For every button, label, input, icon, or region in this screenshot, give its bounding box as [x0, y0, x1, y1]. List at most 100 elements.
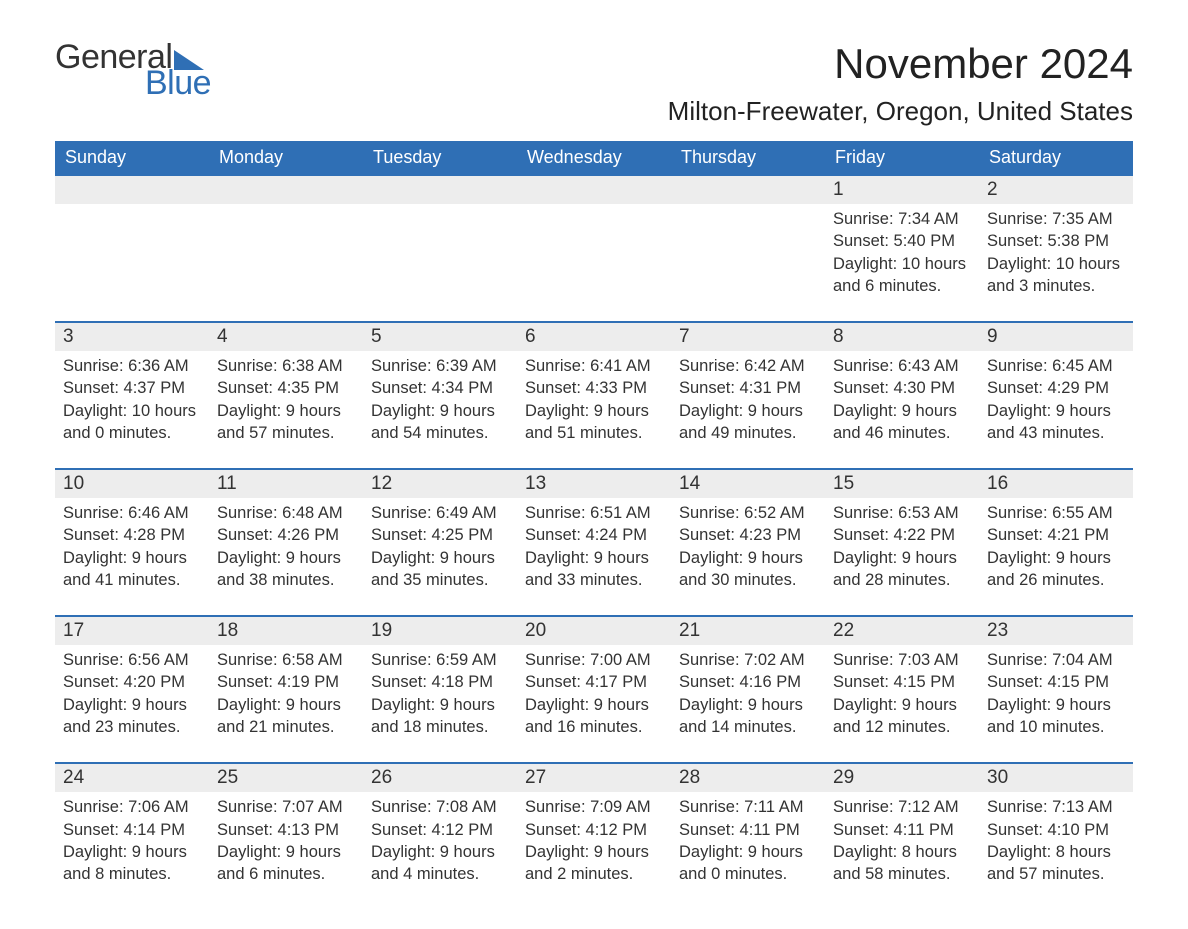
- location: Milton-Freewater, Oregon, United States: [668, 96, 1133, 127]
- sunset-line: Sunset: 4:23 PM: [679, 524, 817, 546]
- sunrise-line: Sunrise: 6:58 AM: [217, 649, 355, 671]
- sunset-value: 4:19 PM: [278, 673, 339, 691]
- daynum-row: 24252627282930: [55, 764, 1133, 792]
- day-cell: Sunrise: 7:09 AMSunset: 4:12 PMDaylight:…: [517, 792, 671, 889]
- day-cell: Sunrise: 6:58 AMSunset: 4:19 PMDaylight:…: [209, 645, 363, 742]
- daylight-line: Daylight: 9 hours and 18 minutes.: [371, 694, 509, 739]
- day-cell: Sunrise: 6:43 AMSunset: 4:30 PMDaylight:…: [825, 351, 979, 448]
- day-header: Tuesday: [363, 141, 517, 174]
- sunrise-line: Sunrise: 7:09 AM: [525, 796, 663, 818]
- day-number: 14: [671, 470, 825, 498]
- sunset-label: Sunset:: [987, 379, 1048, 397]
- sunset-line: Sunset: 4:11 PM: [679, 819, 817, 841]
- sunset-line: Sunset: 4:25 PM: [371, 524, 509, 546]
- daynum-row: 3456789: [55, 323, 1133, 351]
- sunset-line: Sunset: 4:22 PM: [833, 524, 971, 546]
- day-header-row: SundayMondayTuesdayWednesdayThursdayFrid…: [55, 141, 1133, 174]
- sunset-value: 4:15 PM: [894, 673, 955, 691]
- sunrise-line: Sunrise: 7:07 AM: [217, 796, 355, 818]
- sunrise-line: Sunrise: 7:00 AM: [525, 649, 663, 671]
- daylight-line: Daylight: 9 hours and 21 minutes.: [217, 694, 355, 739]
- day-cell: Sunrise: 7:00 AMSunset: 4:17 PMDaylight:…: [517, 645, 671, 742]
- day-cell: Sunrise: 6:51 AMSunset: 4:24 PMDaylight:…: [517, 498, 671, 595]
- sunrise-value: 7:35 AM: [1052, 210, 1113, 228]
- day-number: [209, 176, 363, 204]
- sunset-label: Sunset:: [987, 673, 1048, 691]
- sunrise-line: Sunrise: 7:04 AM: [987, 649, 1125, 671]
- sunset-label: Sunset:: [371, 673, 432, 691]
- day-cell: Sunrise: 6:48 AMSunset: 4:26 PMDaylight:…: [209, 498, 363, 595]
- sunrise-line: Sunrise: 7:11 AM: [679, 796, 817, 818]
- sunrise-line: Sunrise: 6:55 AM: [987, 502, 1125, 524]
- sunrise-value: 6:59 AM: [436, 651, 497, 669]
- daylight-line: Daylight: 9 hours and 43 minutes.: [987, 400, 1125, 445]
- sunrise-label: Sunrise:: [525, 798, 590, 816]
- sunset-value: 4:23 PM: [740, 526, 801, 544]
- day-cell: Sunrise: 7:12 AMSunset: 4:11 PMDaylight:…: [825, 792, 979, 889]
- sunset-line: Sunset: 5:38 PM: [987, 230, 1125, 252]
- daylight-line: Daylight: 9 hours and 28 minutes.: [833, 547, 971, 592]
- sunrise-label: Sunrise:: [833, 798, 898, 816]
- sunrise-line: Sunrise: 7:34 AM: [833, 208, 971, 230]
- day-number: 9: [979, 323, 1133, 351]
- sunset-value: 4:15 PM: [1048, 673, 1109, 691]
- sunrise-line: Sunrise: 7:13 AM: [987, 796, 1125, 818]
- sunset-line: Sunset: 4:17 PM: [525, 671, 663, 693]
- daylight-label: Daylight:: [987, 843, 1056, 861]
- sunset-label: Sunset:: [63, 821, 124, 839]
- daylight-label: Daylight:: [679, 549, 748, 567]
- sunrise-value: 7:06 AM: [128, 798, 189, 816]
- sunset-label: Sunset:: [679, 526, 740, 544]
- daylight-label: Daylight:: [63, 549, 132, 567]
- sunset-line: Sunset: 4:16 PM: [679, 671, 817, 693]
- sunset-value: 4:14 PM: [124, 821, 185, 839]
- sunrise-label: Sunrise:: [371, 357, 436, 375]
- daylight-line: Daylight: 9 hours and 35 minutes.: [371, 547, 509, 592]
- sunset-value: 4:16 PM: [740, 673, 801, 691]
- brand-logo: General Blue: [55, 40, 211, 100]
- sunset-value: 5:38 PM: [1048, 232, 1109, 250]
- sunset-line: Sunset: 4:12 PM: [371, 819, 509, 841]
- daynum-row: 10111213141516: [55, 470, 1133, 498]
- sunrise-value: 7:09 AM: [590, 798, 651, 816]
- sunset-label: Sunset:: [833, 526, 894, 544]
- daylight-label: Daylight:: [217, 843, 286, 861]
- week-row: 3456789Sunrise: 6:36 AMSunset: 4:37 PMDa…: [55, 321, 1133, 448]
- day-number: [363, 176, 517, 204]
- sunrise-value: 7:00 AM: [590, 651, 651, 669]
- daylight-label: Daylight:: [371, 696, 440, 714]
- day-cell: Sunrise: 7:06 AMSunset: 4:14 PMDaylight:…: [55, 792, 209, 889]
- sunrise-line: Sunrise: 6:59 AM: [371, 649, 509, 671]
- daylight-label: Daylight:: [833, 843, 902, 861]
- week-row: 17181920212223Sunrise: 6:56 AMSunset: 4:…: [55, 615, 1133, 742]
- day-number: 15: [825, 470, 979, 498]
- day-cell: Sunrise: 6:36 AMSunset: 4:37 PMDaylight:…: [55, 351, 209, 448]
- sunrise-label: Sunrise:: [525, 651, 590, 669]
- day-cell: Sunrise: 6:42 AMSunset: 4:31 PMDaylight:…: [671, 351, 825, 448]
- daylight-line: Daylight: 10 hours and 0 minutes.: [63, 400, 201, 445]
- day-number: 7: [671, 323, 825, 351]
- sunset-label: Sunset:: [371, 379, 432, 397]
- sunrise-value: 6:45 AM: [1052, 357, 1113, 375]
- day-cell: Sunrise: 6:56 AMSunset: 4:20 PMDaylight:…: [55, 645, 209, 742]
- sunrise-line: Sunrise: 7:02 AM: [679, 649, 817, 671]
- day-number: 4: [209, 323, 363, 351]
- sunset-line: Sunset: 4:30 PM: [833, 377, 971, 399]
- sunset-line: Sunset: 4:20 PM: [63, 671, 201, 693]
- sunset-line: Sunset: 4:10 PM: [987, 819, 1125, 841]
- sunrise-line: Sunrise: 6:38 AM: [217, 355, 355, 377]
- sunset-label: Sunset:: [371, 821, 432, 839]
- sunrise-label: Sunrise:: [987, 504, 1052, 522]
- month-title: November 2024: [668, 40, 1133, 88]
- day-number: 17: [55, 617, 209, 645]
- sunrise-value: 6:55 AM: [1052, 504, 1113, 522]
- day-number: 27: [517, 764, 671, 792]
- day-number: 5: [363, 323, 517, 351]
- day-header: Wednesday: [517, 141, 671, 174]
- daylight-line: Daylight: 10 hours and 3 minutes.: [987, 253, 1125, 298]
- sunset-line: Sunset: 4:31 PM: [679, 377, 817, 399]
- sunrise-label: Sunrise:: [833, 504, 898, 522]
- sunrise-value: 6:42 AM: [744, 357, 805, 375]
- sunset-label: Sunset:: [679, 673, 740, 691]
- sunset-line: Sunset: 4:35 PM: [217, 377, 355, 399]
